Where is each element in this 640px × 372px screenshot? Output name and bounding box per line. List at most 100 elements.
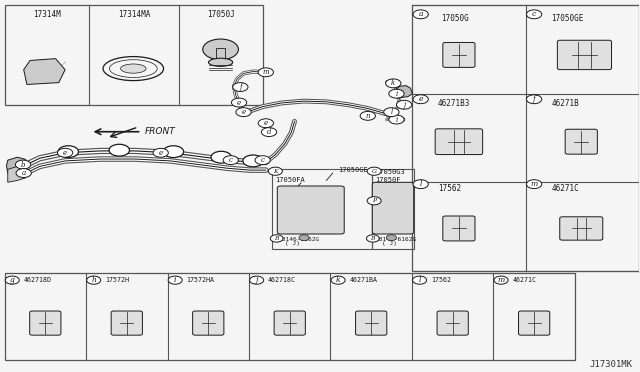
FancyBboxPatch shape xyxy=(356,311,387,335)
FancyBboxPatch shape xyxy=(274,311,305,335)
Polygon shape xyxy=(395,86,412,98)
Text: e: e xyxy=(63,149,67,157)
FancyBboxPatch shape xyxy=(565,129,597,154)
Text: 17314M: 17314M xyxy=(33,10,61,19)
Text: m: m xyxy=(262,68,269,76)
Circle shape xyxy=(5,276,19,284)
Text: e: e xyxy=(419,95,423,103)
Circle shape xyxy=(367,235,380,242)
Text: 17050GE: 17050GE xyxy=(551,13,584,22)
Circle shape xyxy=(236,108,251,116)
Text: 462718C: 462718C xyxy=(268,277,296,283)
Text: 17562: 17562 xyxy=(431,277,451,283)
Text: 17562: 17562 xyxy=(438,184,461,193)
Text: 17314MA: 17314MA xyxy=(118,10,150,19)
Text: P: P xyxy=(372,198,376,203)
Text: i: i xyxy=(396,116,397,124)
Circle shape xyxy=(413,180,428,189)
Circle shape xyxy=(233,83,248,92)
Circle shape xyxy=(527,180,541,189)
FancyBboxPatch shape xyxy=(557,40,612,70)
Text: B: B xyxy=(275,236,279,241)
FancyBboxPatch shape xyxy=(435,129,483,155)
Text: c: c xyxy=(229,156,233,164)
Text: l: l xyxy=(390,108,392,116)
Circle shape xyxy=(413,95,428,104)
Text: d: d xyxy=(267,128,271,136)
Circle shape xyxy=(211,151,232,163)
Bar xyxy=(4,5,262,105)
Bar xyxy=(412,5,639,271)
Circle shape xyxy=(270,235,283,242)
Text: 46271C: 46271C xyxy=(551,184,579,193)
Text: c: c xyxy=(532,10,536,18)
Circle shape xyxy=(153,148,168,157)
Circle shape xyxy=(527,10,541,19)
Circle shape xyxy=(168,276,182,284)
Text: e: e xyxy=(264,119,268,127)
Text: 17050FA: 17050FA xyxy=(275,177,305,183)
Text: 17050GE: 17050GE xyxy=(338,167,367,173)
Circle shape xyxy=(384,108,399,116)
Circle shape xyxy=(16,169,31,177)
Text: f: f xyxy=(239,83,242,91)
Text: ( J): ( J) xyxy=(383,241,397,246)
Circle shape xyxy=(203,39,239,60)
Text: ( J): ( J) xyxy=(285,241,300,246)
FancyBboxPatch shape xyxy=(111,311,142,335)
FancyBboxPatch shape xyxy=(443,216,475,241)
Bar xyxy=(216,48,225,62)
Text: e: e xyxy=(241,108,246,116)
Text: 17572H: 17572H xyxy=(105,277,129,283)
Polygon shape xyxy=(8,166,27,182)
Polygon shape xyxy=(6,157,27,173)
Circle shape xyxy=(367,167,381,175)
Text: n: n xyxy=(365,112,370,120)
Text: k: k xyxy=(336,276,340,284)
Text: j: j xyxy=(255,276,258,284)
Text: 46271B3: 46271B3 xyxy=(438,99,470,108)
Text: B: B xyxy=(371,236,375,241)
FancyBboxPatch shape xyxy=(193,311,224,335)
Text: 17050G3: 17050G3 xyxy=(376,169,405,175)
Circle shape xyxy=(331,276,345,284)
Text: k: k xyxy=(391,79,396,87)
Text: e: e xyxy=(159,149,163,157)
Text: m: m xyxy=(531,180,538,188)
Circle shape xyxy=(15,160,31,169)
Circle shape xyxy=(258,68,273,77)
Text: m: m xyxy=(497,276,505,284)
Circle shape xyxy=(86,276,100,284)
Text: f: f xyxy=(532,95,536,103)
Text: 17050J: 17050J xyxy=(207,10,234,19)
Circle shape xyxy=(367,197,381,205)
Circle shape xyxy=(386,79,401,88)
Circle shape xyxy=(299,235,309,241)
Text: a: a xyxy=(419,10,423,18)
FancyBboxPatch shape xyxy=(437,311,468,335)
FancyBboxPatch shape xyxy=(443,42,475,67)
Text: 46271B: 46271B xyxy=(551,99,579,108)
Text: 46271BA: 46271BA xyxy=(349,277,378,283)
Circle shape xyxy=(223,156,239,164)
Bar xyxy=(272,169,372,249)
Text: 17050F: 17050F xyxy=(376,177,401,183)
Circle shape xyxy=(258,119,273,128)
Text: 17050G: 17050G xyxy=(441,13,469,22)
Circle shape xyxy=(413,276,427,284)
FancyBboxPatch shape xyxy=(372,182,413,234)
Text: a: a xyxy=(22,169,26,177)
Circle shape xyxy=(389,89,404,98)
Ellipse shape xyxy=(209,58,233,66)
Circle shape xyxy=(255,156,270,164)
Text: 462718D: 462718D xyxy=(24,277,52,283)
Circle shape xyxy=(413,10,428,19)
Text: b: b xyxy=(21,161,26,169)
Bar xyxy=(4,273,575,359)
FancyBboxPatch shape xyxy=(29,311,61,335)
Bar xyxy=(372,169,414,249)
Text: j: j xyxy=(403,101,405,109)
Ellipse shape xyxy=(120,64,146,73)
Circle shape xyxy=(360,112,376,120)
Circle shape xyxy=(268,167,282,175)
